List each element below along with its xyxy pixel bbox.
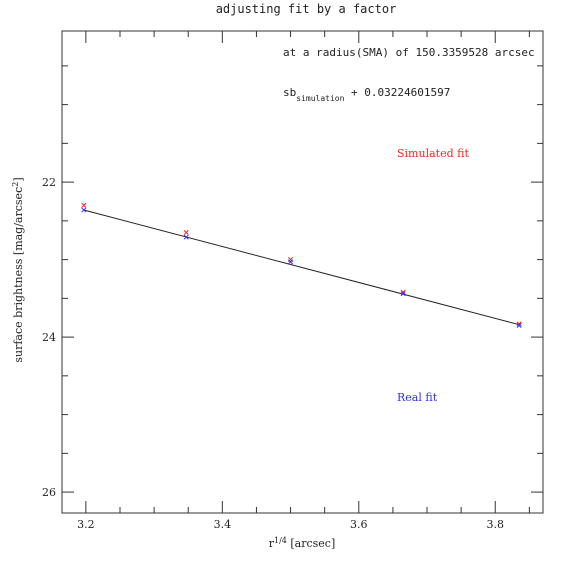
- real-fit-point: [81, 207, 87, 213]
- y-axis-label-end: ]: [12, 177, 25, 181]
- y-tick-label: 24: [42, 331, 56, 344]
- y-axis-label: surface brightness [mag/arcsec2]: [11, 177, 26, 362]
- real-fit-point-stroke: [288, 259, 294, 265]
- chart-title: adjusting fit by a factor: [216, 2, 397, 16]
- simulated-fit-point-stroke: [400, 289, 406, 295]
- x-tick-label: 3.6: [350, 518, 368, 531]
- x-tick-label: 3.8: [486, 518, 504, 531]
- axis-ticks: [62, 31, 543, 513]
- real-fit-point-stroke: [400, 291, 406, 297]
- y-axis-label-superscript: 2: [11, 182, 20, 187]
- real-fit-point-stroke: [183, 234, 189, 240]
- simulated-fit-point: [516, 321, 522, 327]
- y-tick-label: 26: [42, 486, 56, 499]
- real-fit-point-stroke: [516, 322, 522, 329]
- sb-annotation: sbsimulation + 0.03224601597: [283, 86, 450, 103]
- x-axis-label: r1/4 [arcsec]: [269, 536, 336, 551]
- x-tick-label: 3.2: [77, 518, 95, 531]
- fit-line: [83, 209, 520, 326]
- simulated-fit-point: [81, 202, 87, 208]
- real-fit-point: [400, 291, 406, 297]
- simulated-fit-point-stroke: [183, 229, 189, 236]
- real-fit-point: [288, 259, 294, 265]
- axis-tick-labels: 3.2 3.4 3.6 3.8 22 24 26: [42, 176, 504, 531]
- simulated-fit-point-stroke: [516, 321, 522, 327]
- legend-real-fit: Real fit: [397, 391, 438, 404]
- x-axis-label-base: r: [269, 537, 275, 550]
- simulated-fit-point: [183, 229, 189, 236]
- sb-annotation-subscript: simulation: [296, 94, 344, 103]
- simulated-fit-point: [400, 289, 406, 295]
- y-axis-label-base: surface brightness [mag/arcsec: [12, 187, 25, 363]
- real-fit-point: [183, 234, 189, 240]
- real-fit-point-stroke: [81, 207, 87, 213]
- plot-frame: [61, 30, 544, 514]
- simulated-fit-point-stroke: [81, 202, 87, 208]
- sb-annotation-base: sb: [283, 86, 296, 99]
- x-axis-label-superscript: 1/4: [274, 536, 287, 545]
- radius-annotation: at a radius(SMA) of 150.3359528 arcsec: [283, 46, 535, 59]
- y-tick-label: 22: [42, 176, 56, 189]
- sb-annotation-offset: + 0.03224601597: [344, 86, 450, 99]
- real-fit-point: [516, 322, 522, 329]
- simulated-fit-point: [288, 257, 294, 263]
- x-tick-label: 3.4: [214, 518, 232, 531]
- legend-simulated-fit: Simulated fit: [397, 147, 469, 160]
- data-points: [81, 202, 522, 329]
- x-axis-label-unit: [arcsec]: [287, 537, 335, 550]
